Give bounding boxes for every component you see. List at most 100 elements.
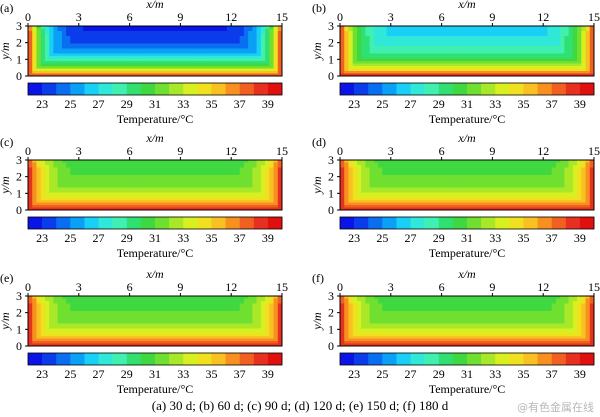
heatmap-cell: [416, 61, 421, 64]
heatmap-cell: [197, 61, 202, 64]
heatmap-cell: [231, 207, 236, 211]
heatmap-cell: [193, 48, 198, 52]
heatmap-cell: [70, 167, 75, 171]
heatmap-cell: [475, 160, 481, 163]
heatmap-cell: [167, 167, 173, 171]
heatmap-cell: [176, 63, 181, 67]
heatmap-cell: [450, 43, 455, 47]
heatmap-cell: [252, 207, 257, 211]
heatmap-cell: [471, 61, 476, 64]
heatmap-cell: [581, 63, 586, 67]
heatmap-cell: [411, 205, 417, 208]
heatmap-cell: [40, 66, 46, 69]
heatmap-cell: [142, 33, 147, 37]
heatmap-cell: [581, 53, 586, 57]
heatmap-cell: [193, 167, 198, 171]
heatmap-cell: [424, 33, 430, 37]
heatmap-cell: [159, 28, 164, 32]
heatmap-cell: [492, 192, 497, 196]
heatmap-cell: [560, 207, 565, 211]
heatmap-cell: [66, 43, 71, 47]
heatmap-cell: [70, 190, 75, 193]
heatmap-cell: [361, 53, 366, 57]
heatmap-cell: [416, 26, 421, 29]
heatmap-cell: [577, 182, 582, 186]
heatmap-cell: [403, 175, 409, 178]
heatmap-cell: [467, 36, 472, 39]
heatmap-cell: [231, 46, 236, 49]
heatmap-cell: [496, 63, 502, 67]
heatmap-cell: [564, 172, 569, 176]
heatmap-cell: [352, 167, 358, 171]
heatmap-cell: [361, 63, 366, 67]
heatmap-cell: [78, 190, 84, 193]
heatmap-cell: [36, 207, 42, 211]
heatmap-cell: [57, 165, 63, 168]
colorbar-swatch: [565, 83, 581, 95]
heatmap-cell: [500, 73, 506, 77]
heatmap-cell: [411, 71, 417, 74]
heatmap-cell: [61, 195, 67, 198]
heatmap-cell: [344, 36, 349, 39]
heatmap-cell: [505, 202, 510, 206]
heatmap-cell: [146, 185, 152, 188]
heatmap-cell: [382, 185, 387, 188]
heatmap-cell: [95, 63, 101, 67]
heatmap-cell: [505, 195, 510, 198]
heatmap-cell: [78, 187, 84, 191]
heatmap-cell: [201, 180, 207, 183]
heatmap-cell: [340, 170, 345, 173]
heatmap-cell: [416, 66, 421, 69]
heatmap-cell: [61, 36, 67, 39]
heatmap-cell: [265, 68, 270, 72]
colorbar-swatch: [410, 83, 425, 95]
heatmap-cell: [36, 172, 42, 176]
heatmap-cell: [155, 26, 160, 29]
heatmap-cell: [543, 46, 548, 49]
heatmap-cell: [176, 71, 181, 74]
heatmap-cell: [265, 207, 270, 211]
heatmap-cell: [239, 71, 245, 74]
heatmap-cell: [108, 162, 114, 166]
heatmap-cell: [176, 33, 181, 37]
heatmap-cell: [585, 61, 591, 64]
heatmap-cell: [589, 192, 595, 196]
heatmap-cell: [70, 202, 75, 206]
heatmap-cell: [411, 190, 417, 193]
heatmap-cell: [146, 200, 152, 203]
heatmap-cell: [500, 51, 506, 54]
heatmap-cell: [577, 71, 582, 74]
heatmap-cell: [243, 31, 249, 34]
heatmap-cell: [108, 160, 114, 163]
heatmap-cell: [277, 185, 283, 188]
heatmap-cell: [441, 68, 447, 72]
heatmap-cell: [138, 177, 143, 181]
heatmap-cell: [121, 28, 126, 32]
heatmap-cell: [95, 43, 101, 47]
heatmap-cell: [454, 180, 459, 183]
heatmap-cell: [256, 207, 262, 211]
heatmap-cell: [369, 205, 375, 208]
heatmap-cell: [95, 26, 101, 29]
heatmap-cell: [369, 73, 375, 77]
heatmap-cell: [589, 73, 595, 77]
heatmap-cell: [433, 58, 438, 62]
heatmap-cell: [403, 73, 409, 77]
heatmap-cell: [91, 172, 97, 176]
heatmap-cell: [201, 190, 207, 193]
heatmap-cell: [176, 41, 181, 44]
heatmap-cell: [167, 185, 173, 188]
heatmap-cell: [78, 36, 84, 39]
heatmap-cell: [40, 170, 46, 173]
heatmap-cell: [74, 31, 80, 34]
heatmap-cell: [210, 172, 215, 176]
heatmap-cell: [492, 71, 497, 74]
heatmap-cell: [239, 180, 245, 183]
heatmap-cell: [66, 180, 71, 183]
heatmap-cell: [496, 177, 502, 181]
heatmap-cell: [522, 51, 527, 54]
heatmap-cell: [150, 167, 156, 171]
heatmap-cell: [36, 162, 42, 166]
heatmap-cell: [547, 51, 553, 54]
heatmap-cell: [522, 58, 527, 62]
